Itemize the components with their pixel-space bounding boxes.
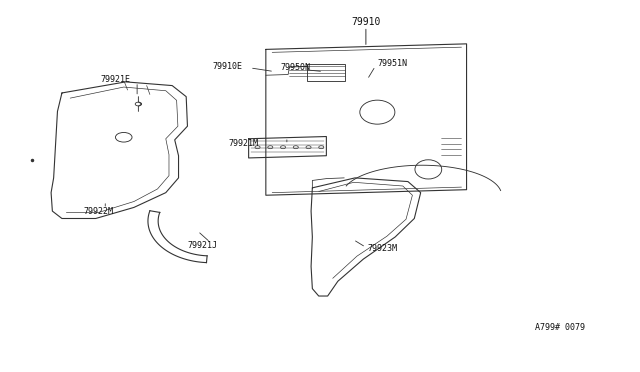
Text: 79910E: 79910E xyxy=(212,61,243,71)
Text: 79921M: 79921M xyxy=(228,139,258,148)
Text: 79951N: 79951N xyxy=(378,59,407,68)
Text: 79922M: 79922M xyxy=(83,207,113,217)
Text: A799# 0079: A799# 0079 xyxy=(536,323,586,331)
Bar xyxy=(307,64,346,81)
Text: 79921J: 79921J xyxy=(188,241,218,250)
Text: 79910: 79910 xyxy=(351,17,381,27)
Text: 79921E: 79921E xyxy=(100,75,130,84)
Text: 79950N: 79950N xyxy=(281,63,311,72)
Text: 79923M: 79923M xyxy=(368,244,398,253)
